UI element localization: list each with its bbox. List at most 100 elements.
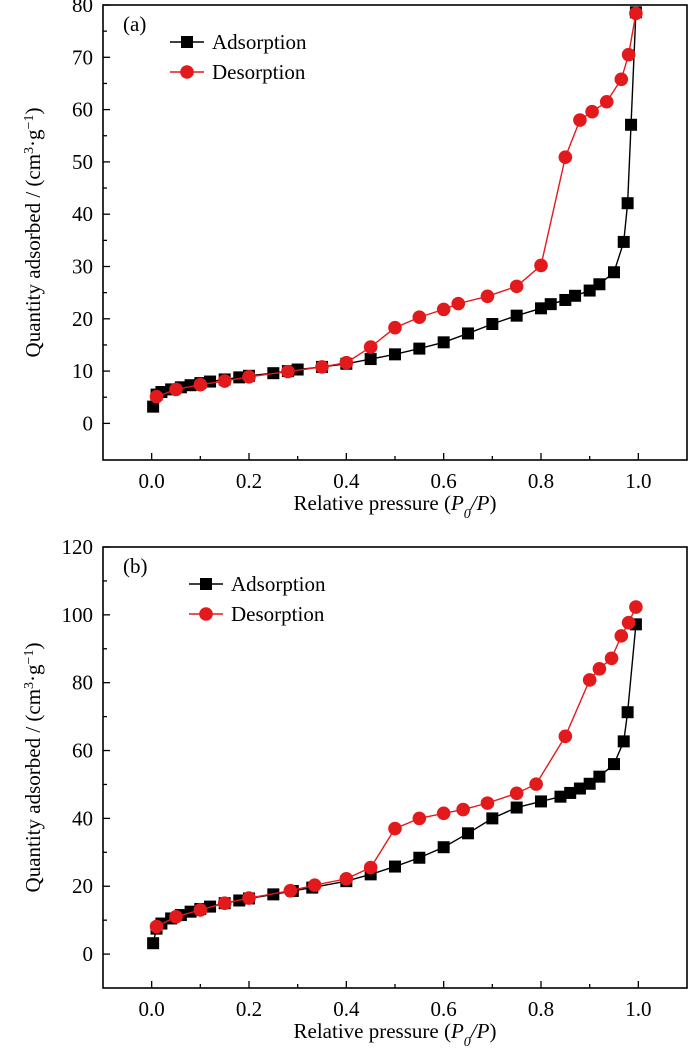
data-point-desorption-a [436, 302, 451, 317]
y-axis-title-part: ·g [21, 664, 45, 682]
chart-panel-b: 0.0 0.2 0.4 0.6 0.8 1.0 0 20 40 60 80 100 120 (b) Ad… [21, 535, 688, 1050]
series-line-desorption-b [156, 606, 637, 928]
series-line-adsorption-b [152, 624, 637, 944]
x-axis-title-part: ) [489, 1019, 496, 1043]
y-axis-title-part: Quantity adsorbed / (cm [21, 154, 45, 358]
data-point-adsorption-a [593, 278, 606, 291]
y-axis-title-a: Quantity adsorbed / (cm3·g−1) [21, 108, 45, 358]
y-axis-title-part: ) [21, 643, 45, 650]
data-point-adsorption-a [535, 302, 547, 315]
data-point-adsorption-a [233, 371, 246, 384]
data-point-desorption-a [363, 340, 378, 354]
data-point-adsorption-a [625, 118, 638, 131]
data-point-adsorption-a [544, 298, 557, 311]
y-tick-label-a: 70 [72, 45, 93, 69]
data-point-desorption-a [339, 355, 354, 370]
data-point-adsorption-b [147, 937, 160, 950]
data-point-desorption-a [412, 310, 427, 325]
y-axis-title-part: ·g [21, 129, 45, 147]
data-point-desorption-b [604, 651, 619, 666]
y-tick-label-a: 20 [72, 307, 93, 331]
data-point-desorption-a [480, 289, 495, 304]
data-point-desorption-b [509, 786, 524, 801]
plot-frame-b [102, 546, 688, 989]
data-point-desorption-a [193, 377, 208, 392]
data-point-adsorption-a [510, 309, 523, 322]
y-tick-label-a: 30 [72, 254, 93, 278]
data-point-adsorption-b [413, 851, 426, 864]
data-point-adsorption-a [559, 293, 572, 306]
data-point-desorption-a [169, 382, 183, 397]
data-point-desorption-a [281, 364, 295, 379]
data-point-desorption-b [283, 883, 298, 898]
data-point-desorption-a [585, 104, 599, 119]
data-point-adsorption-a [389, 348, 401, 361]
y-tick-label-a: 10 [72, 359, 93, 383]
data-point-adsorption-b [608, 758, 620, 771]
y-axis-title-part: 3 [22, 147, 37, 154]
data-point-adsorption-a [184, 379, 197, 392]
data-point-desorption-a [388, 320, 402, 335]
legend-marker-adsorption [181, 36, 193, 48]
data-point-desorption-b [169, 909, 183, 924]
data-point-adsorption-b [389, 860, 401, 873]
data-point-desorption-b [436, 806, 451, 821]
data-point-desorption-b [614, 629, 629, 643]
x-tick-label-b: 0.4 [333, 997, 360, 1021]
data-point-adsorption-b [554, 790, 567, 803]
data-point-desorption-a [614, 72, 629, 87]
panel-label-b: (b) [123, 554, 148, 578]
data-point-desorption-a [242, 370, 256, 384]
legend-label-desorption: Desorption [212, 60, 306, 84]
y-tick-label-b: 20 [72, 874, 93, 898]
x-tick-label-b: 0.2 [236, 997, 262, 1021]
x-axis-title-part: P [476, 1019, 490, 1043]
x-axis-title-part: / [470, 1019, 479, 1043]
data-point-desorption-b [558, 729, 573, 744]
data-point-desorption-a [149, 389, 164, 404]
data-point-adsorption-a [413, 342, 426, 355]
data-point-adsorption-b [535, 795, 547, 808]
y-tick-label-a: 60 [72, 98, 93, 122]
data-point-adsorption-a [617, 235, 630, 248]
data-point-desorption-a [629, 6, 643, 21]
y-tick-label-b: 40 [72, 806, 93, 830]
y-tick-label-b: 0 [83, 942, 94, 966]
x-axis-title-part: ) [489, 491, 496, 515]
legend-label-adsorption: Adsorption [231, 572, 326, 596]
x-axis-title-part: Relative pressure ( [294, 491, 451, 515]
data-point-adsorption-b [583, 777, 596, 790]
x-tick-label-a: 0.8 [528, 469, 554, 493]
legend-label-desorption: Desorption [231, 602, 325, 626]
data-point-desorption-b [629, 600, 643, 614]
y-tick-label-a: 40 [72, 202, 93, 226]
legend-marker-adsorption [200, 578, 212, 590]
data-point-desorption-a [509, 279, 524, 294]
data-point-adsorption-a [462, 327, 474, 340]
y-axis-title-part: −1 [22, 650, 37, 665]
data-point-desorption-b [217, 896, 232, 910]
data-point-adsorption-b [621, 706, 634, 719]
x-tick-label-a: 0.4 [333, 469, 360, 493]
data-point-adsorption-b [184, 905, 197, 918]
data-point-desorption-a [573, 113, 587, 127]
data-point-desorption-a [315, 360, 329, 374]
x-axis-title-part: / [470, 491, 479, 515]
x-axis-title-part: Relative pressure ( [294, 1019, 451, 1043]
data-point-desorption-b [388, 821, 402, 836]
data-point-desorption-b [480, 796, 495, 810]
y-tick-label-b: 60 [72, 739, 93, 763]
x-axis-title-part: P [476, 491, 490, 515]
data-point-adsorption-a [147, 400, 160, 413]
y-axis-title-part: Quantity adsorbed / (cm [21, 689, 45, 893]
x-tick-label-a: 0.2 [236, 469, 262, 493]
data-point-desorption-b [242, 891, 256, 905]
data-point-adsorption-b [510, 801, 523, 814]
y-tick-label-b: 80 [72, 671, 93, 695]
data-point-desorption-b [592, 661, 607, 676]
x-tick-label-b: 0.0 [139, 997, 165, 1021]
x-tick-label-a: 1.0 [625, 469, 651, 493]
y-tick-label-b: 120 [62, 535, 94, 559]
